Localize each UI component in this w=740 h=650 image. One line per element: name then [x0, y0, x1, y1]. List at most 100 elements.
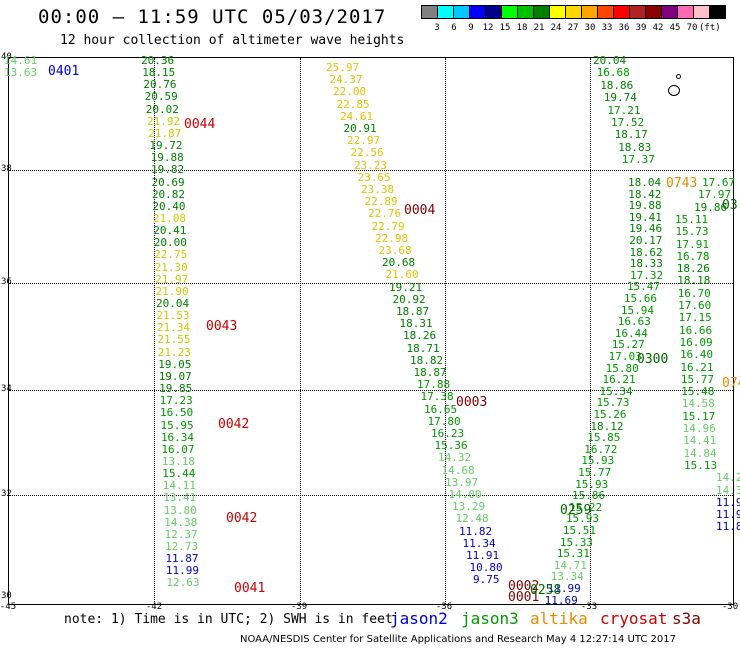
wave-height-value: 19.41 — [628, 210, 662, 224]
latitude-gridline — [9, 495, 733, 496]
wave-height-value: 13.29 — [452, 500, 486, 514]
wave-height-value: 9.75 — [473, 573, 500, 587]
legend-entry-cryosat: cryosat — [600, 609, 668, 628]
wave-height-value: 21.60 — [385, 268, 419, 282]
wave-height-value: 19.85 — [159, 382, 193, 396]
islet-outline — [676, 74, 681, 79]
wave-height-value: 17.67 — [702, 176, 736, 189]
wave-height-value: 21.23 — [157, 345, 191, 359]
wave-height-value: 12.48 — [455, 512, 489, 526]
wave-height-value: 18.42 — [628, 187, 662, 201]
wave-height-value: 17.03 — [608, 350, 642, 363]
wave-height-value: 19.86 — [694, 200, 728, 214]
wave-height-value: 18.18 — [677, 274, 711, 288]
color-scale-swatch — [517, 5, 534, 19]
track-id-label: 0401 — [48, 64, 80, 79]
wave-height-value: 20.59 — [144, 90, 178, 104]
color-scale-label: 30 — [584, 23, 596, 33]
wave-height-value: 11.34 — [462, 536, 496, 550]
wave-height-value: 15.80 — [605, 361, 639, 375]
x-tick-label: -33 — [580, 602, 598, 612]
wave-height-value: 17.91 — [675, 237, 710, 251]
wave-height-value: 20.69 — [151, 175, 185, 189]
wave-height-value: 20.91 — [343, 122, 377, 135]
wave-height-value: 15.26 — [593, 408, 627, 421]
wave-height-value: 15.93 — [575, 477, 609, 491]
page-title: 00:00 — 11:59 UTC 05/03/2017 — [38, 6, 387, 28]
wave-height-value: 23.23 — [354, 158, 388, 172]
wave-height-value: 18.04 — [628, 176, 662, 189]
track-id-label: 0004 — [404, 203, 436, 218]
wave-height-value: 22.89 — [364, 195, 398, 209]
wave-height-value: 15.17 — [682, 409, 716, 423]
color-scale-label: 9 — [468, 23, 474, 33]
wave-height-value: 22.79 — [371, 219, 405, 233]
color-scale-swatch — [549, 5, 566, 19]
wave-height-value: 21.30 — [154, 260, 188, 274]
wave-height-value: 12.73 — [165, 540, 199, 553]
wave-height-value: 24.37 — [329, 73, 363, 87]
wave-height-value: 16.78 — [676, 249, 710, 263]
wave-height-value: 16.50 — [160, 406, 194, 420]
wave-height-value: 11.9 — [716, 508, 740, 522]
wave-height-value: 15.27 — [611, 338, 645, 352]
wave-height-value: 20.82 — [151, 187, 186, 201]
wave-height-value: 19.05 — [158, 357, 192, 371]
wave-height-value: 15.93 — [581, 454, 615, 468]
wave-height-value: 16.21 — [602, 373, 636, 387]
wave-height-value: 19.82 — [151, 163, 185, 177]
legend-entry-jason2: jason2 — [390, 609, 448, 628]
wave-height-value: 22.56 — [350, 146, 384, 160]
wave-height-value: 17.88 — [417, 378, 451, 392]
wave-height-value: 16.68 — [596, 66, 630, 80]
track-id-label: 0043 — [206, 319, 238, 334]
wave-height-value: 21.97 — [155, 272, 189, 286]
wave-height-value: 18.71 — [406, 341, 440, 355]
x-tick-label: -36 — [435, 602, 453, 612]
wave-height-value: 16.07 — [161, 442, 195, 456]
wave-height-value: 13.97 — [445, 475, 479, 489]
y-tick-label: 34 — [1, 384, 12, 394]
track-id-label: 0044 — [184, 117, 216, 132]
wave-height-value: 15.36 — [434, 439, 468, 453]
track-id-label: 0259 — [560, 503, 592, 518]
wave-height-value: 18.86 — [600, 78, 634, 92]
wave-height-value: 18.12 — [590, 419, 624, 433]
wave-height-value: 18.33 — [629, 257, 663, 271]
wave-height-value: 16.21 — [680, 360, 714, 374]
wave-height-value: 20.36 — [141, 54, 175, 67]
wave-height-value: 19.74 — [603, 91, 637, 105]
wave-height-value: 11.9 — [716, 495, 740, 509]
wave-height-value: 23.38 — [361, 183, 395, 196]
wave-height-value: 22.98 — [375, 231, 409, 245]
wave-height-value: 15.85 — [587, 431, 621, 445]
wave-height-value: 14.11 — [162, 479, 196, 493]
wave-height-value: 16.63 — [617, 315, 651, 329]
wave-height-value: 21.55 — [157, 333, 191, 347]
color-scale-swatch — [629, 5, 646, 19]
wave-height-value: 18.15 — [142, 66, 176, 80]
wave-height-value: 15.22 — [569, 500, 603, 514]
latitude-gridline — [9, 170, 733, 171]
wave-height-value: 20.68 — [382, 256, 416, 270]
wave-height-value: 13.34 — [550, 570, 584, 584]
wave-height-value: 11.82 — [459, 524, 493, 538]
color-scale-label: 21 — [533, 23, 545, 33]
latitude-gridline — [9, 283, 733, 284]
wave-height-value: 11.87 — [165, 552, 199, 566]
y-tick-label: 38 — [1, 164, 12, 174]
color-scale-label: 33 — [601, 23, 613, 33]
color-scale-label: 45 — [669, 23, 681, 33]
color-scale-swatch — [501, 5, 518, 19]
x-tick-label: -39 — [290, 602, 308, 612]
wave-height-value: 12.63 — [166, 576, 200, 590]
color-scale-label: 70 — [686, 23, 698, 33]
x-tick-label: -30 — [721, 602, 739, 612]
wave-height-value: 15.95 — [160, 418, 194, 432]
color-scale-swatch — [533, 5, 550, 19]
longitude-gridline — [300, 58, 301, 604]
track-id-label: 0300 — [637, 352, 669, 367]
track-id-label: 03 — [722, 198, 738, 213]
wave-height-value: 21.87 — [148, 126, 182, 140]
wave-height-value: 18.62 — [629, 245, 663, 259]
